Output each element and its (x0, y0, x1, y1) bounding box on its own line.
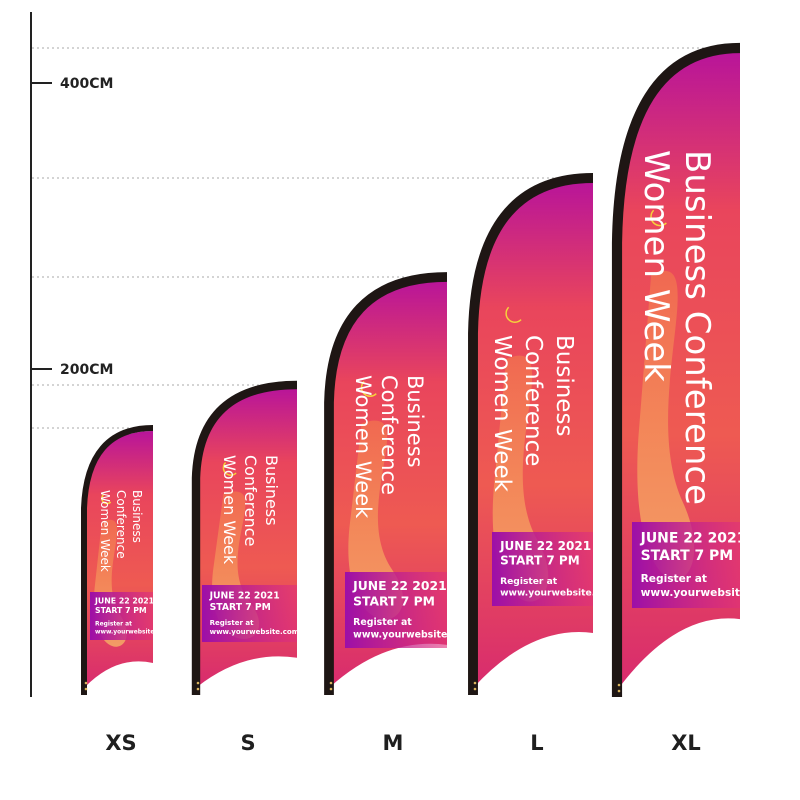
info-box (632, 522, 740, 608)
flag-info-text: Register at (641, 572, 707, 585)
flag-title-line: Conference (377, 375, 401, 495)
flag-blob (637, 270, 695, 580)
flag-pole (191, 380, 298, 695)
grommet (329, 687, 333, 691)
grommet (617, 683, 621, 687)
grommet (473, 681, 477, 685)
flag-pole (611, 42, 741, 697)
flag-pole (81, 425, 154, 695)
flag-info-text: JUNE 22 2021 (94, 597, 154, 606)
flag-title-line: Business (130, 490, 144, 543)
flag-info-text: www.yourwebsite.com (353, 629, 473, 640)
flag-title-line: Women Week (220, 455, 239, 565)
info-box (90, 592, 153, 640)
decor-arc (650, 209, 667, 227)
flag-title-line: Women Week (98, 490, 112, 572)
flag-info-text: Register at (500, 577, 558, 587)
flag-title-line: Conference (520, 335, 546, 466)
grommet (196, 687, 200, 691)
decor-arc (101, 494, 112, 505)
size-label-l: L (530, 731, 543, 755)
flag-title-line: Conference (114, 490, 128, 559)
info-box (345, 572, 447, 648)
flag-pole (468, 173, 594, 695)
flag-info-text: Register at (95, 622, 132, 628)
tick-label-400cm: 400CM (60, 76, 113, 92)
flag-info-text: START 7 PM (500, 554, 580, 568)
info-box (202, 585, 297, 642)
flag-info-text: www.yourwebsite.com (500, 589, 616, 599)
grommet (329, 681, 333, 685)
size-label-s: S (240, 731, 255, 755)
flag-info-text: JUNE 22 2021 (209, 591, 280, 602)
flag-title-line: Business (403, 375, 427, 468)
grommet (196, 681, 200, 685)
flag-info-text: Register at (210, 618, 255, 627)
decor-arc (360, 380, 377, 397)
flag-blob (348, 420, 403, 620)
flag-info-text: JUNE 22 2021 (499, 539, 591, 553)
flag-info-text: www.yourwebsite.com (95, 629, 170, 635)
decor-arc (222, 461, 237, 476)
flag-info-text: START 7 PM (210, 602, 271, 613)
flag-title-line: Business Conference (677, 150, 717, 505)
decor-arc (505, 306, 522, 323)
size-label-xs: XS (105, 731, 136, 755)
flag-info-text: Register at (353, 617, 412, 628)
size-label-xl: XL (671, 731, 701, 755)
flag-info-text: www.yourwebsite.com (210, 627, 299, 636)
flag-title-line: Women Week (351, 375, 375, 519)
info-box (492, 532, 593, 606)
flag-info-text: START 7 PM (95, 606, 147, 615)
flag-fabric (85, 431, 153, 687)
flag-title-line: Women Week (489, 335, 515, 493)
flag-info-text: START 7 PM (641, 548, 734, 564)
flag-title-line: Business (551, 335, 577, 436)
flag-pole (324, 272, 448, 695)
grommet (617, 689, 621, 693)
grommet (84, 681, 88, 685)
grommet (473, 687, 477, 691)
grommet (84, 687, 88, 691)
tick-label-200cm: 200CM (60, 362, 113, 378)
flag-title-line: Conference (241, 455, 260, 546)
flag-info-text: JUNE 22 2021 (640, 531, 747, 547)
flag-info-text: START 7 PM (353, 594, 435, 608)
flag-info-text: www.yourwebsite.com (641, 586, 776, 599)
flag-info-text: JUNE 22 2021 (352, 579, 447, 593)
size-label-m: M (383, 731, 404, 755)
flag-title-line: Women Week (636, 150, 676, 382)
flag-title-line: Business (262, 455, 281, 526)
